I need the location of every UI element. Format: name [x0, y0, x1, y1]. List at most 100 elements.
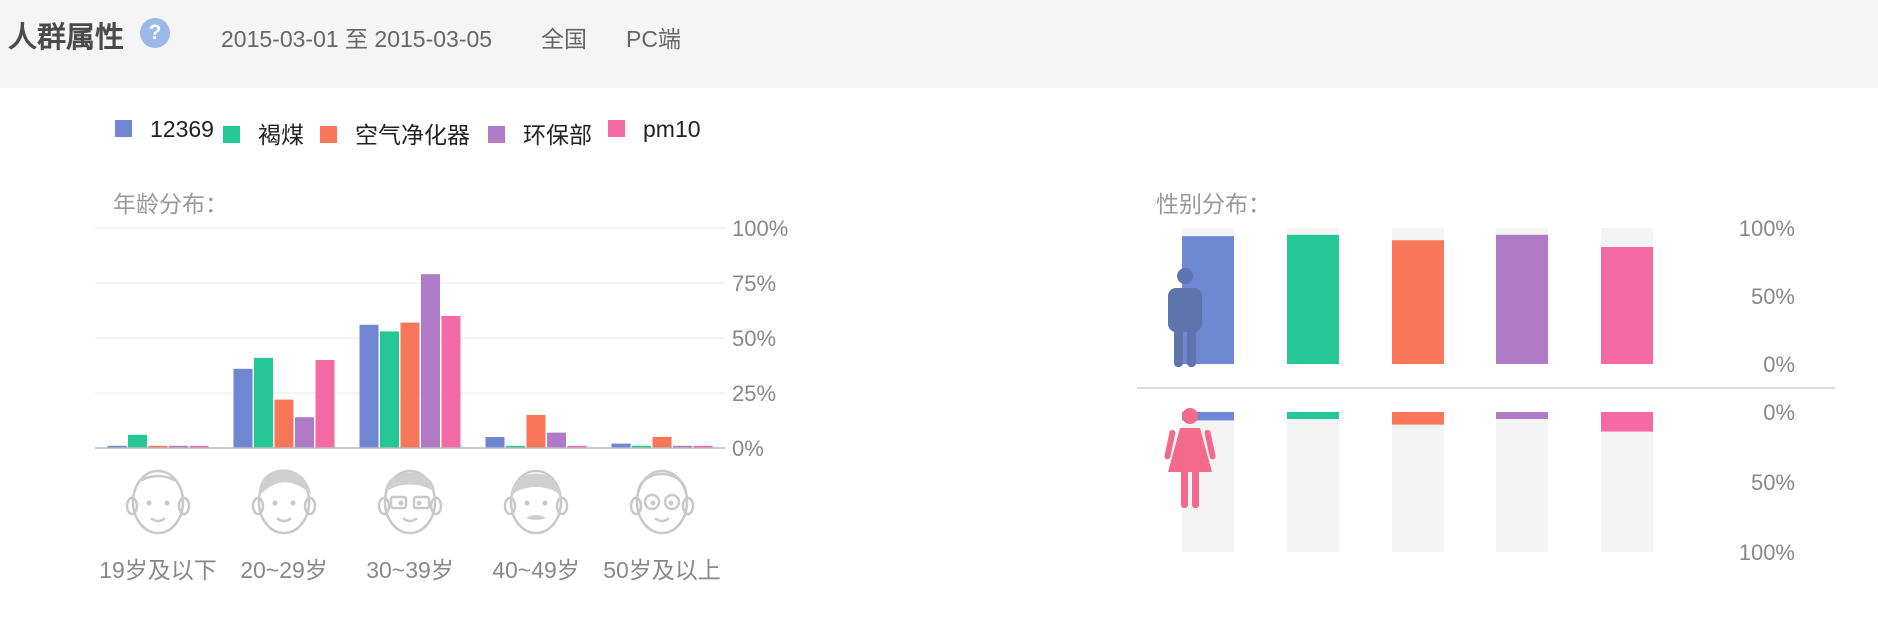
y-tick-label: 0% [732, 436, 764, 461]
female-tick-label: 100% [1739, 540, 1795, 565]
male-icon-body [1168, 288, 1202, 332]
male-tick-label: 50% [1751, 284, 1795, 309]
female-bar-track [1496, 412, 1548, 552]
date-range[interactable]: 2015-03-01 至 2015-03-05 [221, 26, 493, 52]
platform-selector[interactable]: PC端 [626, 26, 681, 52]
face-head [131, 469, 185, 535]
legend-label: 空气净化器 [355, 122, 470, 148]
face-mouth [654, 517, 670, 523]
age-category-label: 40~49岁 [492, 557, 580, 583]
age-bar [652, 437, 672, 448]
age-bar [547, 432, 566, 448]
male-icon-head [1177, 268, 1193, 284]
legend-label: 12369 [150, 116, 214, 142]
face-mouth [402, 517, 418, 523]
face-mouth [150, 517, 166, 523]
female-bar [1601, 412, 1653, 432]
face-glasses [663, 493, 681, 511]
female-tick-label: 0% [1763, 400, 1795, 425]
legend-swatch [608, 120, 625, 138]
legend-label: 褐煤 [258, 122, 304, 148]
male-bar [1496, 234, 1548, 364]
y-tick-label: 100% [732, 216, 788, 241]
age-bar [693, 445, 713, 448]
legend-item[interactable]: 12369 [115, 116, 214, 143]
age-bar [315, 360, 335, 448]
face-eye [272, 500, 278, 506]
question-circle-icon[interactable]: ? [140, 18, 170, 48]
age-bar [189, 445, 209, 448]
female-icon-head [1182, 408, 1198, 424]
face-eye [146, 500, 152, 506]
female-bar-track [1392, 412, 1444, 552]
face-glasses [643, 493, 661, 511]
female-icon-dress [1168, 428, 1212, 472]
age-category-label: 50岁及以上 [603, 557, 721, 583]
female-bar [1392, 412, 1444, 425]
age-bar [485, 437, 505, 448]
age-bar [421, 274, 440, 448]
female-icon-leg [1181, 470, 1188, 508]
header-bar: 人群属性 ? 2015-03-01 至 2015-03-05 全国 PC端 [0, 0, 1878, 88]
page-title: 人群属性 [8, 22, 125, 54]
female-bar [1182, 412, 1234, 421]
age-bar [148, 445, 168, 448]
male-bar [1287, 234, 1339, 364]
age-category-label: 19岁及以下 [99, 557, 217, 583]
face-mustache [526, 515, 546, 520]
age-bar [567, 445, 587, 448]
age-bar [526, 415, 546, 448]
legend-item[interactable]: pm10 [608, 116, 701, 143]
age-bar [107, 445, 127, 448]
age-bar [274, 399, 294, 448]
age-bar [380, 331, 399, 448]
legend-item[interactable]: 褐煤 [223, 116, 304, 150]
female-bar-track [1601, 412, 1653, 552]
age-bar [295, 417, 314, 448]
face-head [383, 469, 437, 535]
face-hair [385, 472, 435, 492]
face-hair [636, 472, 688, 494]
face-hair [140, 474, 176, 482]
legend-swatch [223, 126, 240, 144]
face-head [509, 469, 563, 535]
age-bar [254, 357, 273, 448]
legend-item[interactable]: 环保部 [488, 116, 592, 150]
male-bar [1601, 247, 1653, 364]
face-eye [164, 500, 170, 506]
male-tick-label: 100% [1739, 216, 1795, 241]
face-eye [524, 500, 530, 506]
age-bar [673, 445, 692, 448]
male-icon-leg [1187, 325, 1196, 367]
legend-label: pm10 [643, 116, 701, 142]
age-chart-title: 年龄分布： [113, 191, 228, 217]
face-glasses [412, 495, 431, 510]
female-bar [1287, 412, 1339, 419]
y-tick-label: 25% [732, 381, 776, 406]
face-eye [542, 500, 548, 506]
female-bar [1496, 412, 1548, 419]
female-icon [1164, 408, 1216, 508]
male-icon [1168, 268, 1202, 367]
gender-chart-title: 性别分布： [1156, 191, 1271, 217]
female-tick-label: 50% [1751, 470, 1795, 495]
face-eye [290, 500, 296, 506]
age-bar [128, 434, 147, 448]
face-eye [668, 500, 674, 506]
y-tick-label: 75% [732, 271, 776, 296]
legend-item[interactable]: 空气净化器 [320, 116, 470, 150]
face-elder-icon [629, 469, 695, 535]
age-bar [611, 443, 631, 448]
face-head [635, 469, 689, 535]
age-category-label: 30~39岁 [366, 557, 454, 583]
age-bar [632, 445, 651, 448]
face-young-icon [251, 469, 317, 535]
y-tick-label: 50% [732, 326, 776, 351]
age-bar [233, 368, 253, 448]
female-icon-arm [1204, 429, 1216, 460]
face-eye [398, 500, 404, 506]
face-glasses [389, 495, 408, 510]
region-selector[interactable]: 全国 [541, 26, 587, 52]
face-hair [258, 469, 311, 496]
